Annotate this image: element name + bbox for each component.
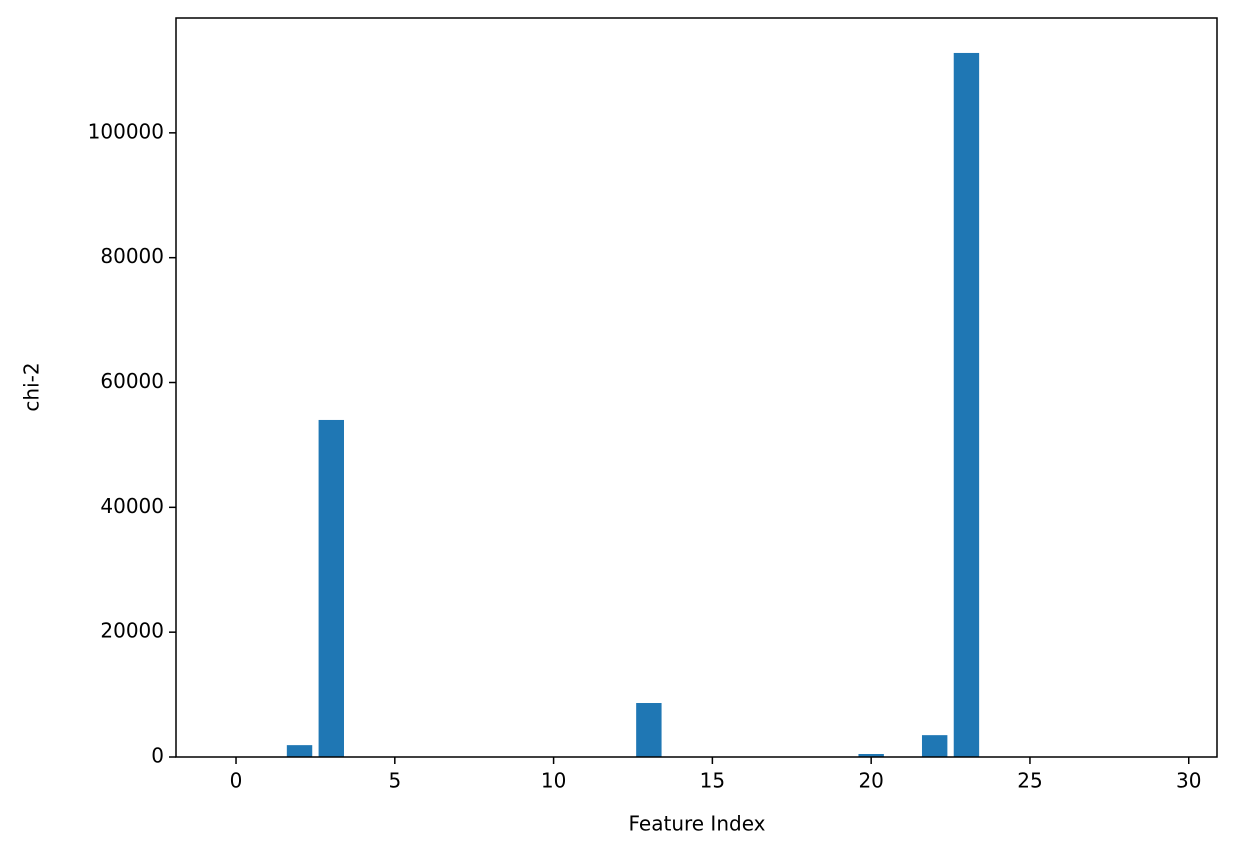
bar xyxy=(921,735,948,757)
bar xyxy=(636,703,662,757)
bar xyxy=(318,419,344,757)
y-tick-label: 80000 xyxy=(100,244,164,268)
x-tick-label: 10 xyxy=(541,769,566,793)
y-tick-label: 0 xyxy=(151,744,164,768)
x-tick-label: 30 xyxy=(1176,769,1201,793)
bar xyxy=(858,754,884,757)
y-tick-label: 40000 xyxy=(100,494,164,518)
bar xyxy=(953,52,980,758)
x-axis-label: Feature Index xyxy=(629,812,766,836)
plot-area xyxy=(286,52,980,758)
x-tick-label: 20 xyxy=(858,769,883,793)
axes-frame xyxy=(175,17,1218,758)
x-tick-label: 15 xyxy=(700,769,725,793)
y-axis-label: chi-2 xyxy=(20,362,44,411)
x-tick-label: 0 xyxy=(230,769,243,793)
bar xyxy=(286,745,313,757)
y-tick-label: 20000 xyxy=(100,619,164,643)
y-tick-label: 100000 xyxy=(88,119,164,143)
x-tick-label: 5 xyxy=(388,769,401,793)
x-tick-label: 25 xyxy=(1017,769,1042,793)
y-tick-label: 60000 xyxy=(100,369,164,393)
